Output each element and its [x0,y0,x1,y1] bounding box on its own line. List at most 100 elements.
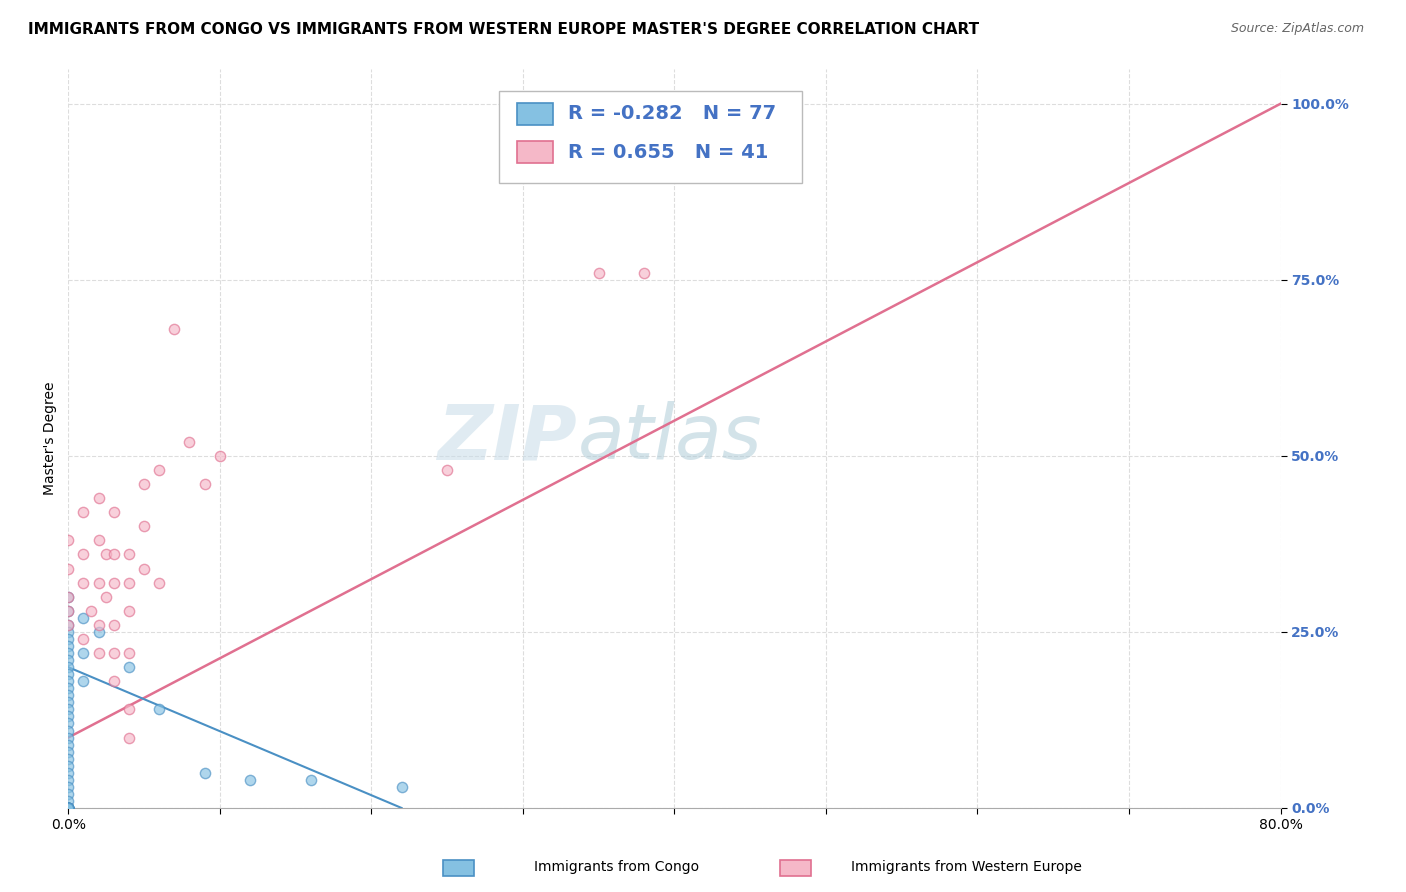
Point [58,801,80,815]
Point [58,590,80,604]
Point [58,709,80,723]
Point [58,618,80,632]
Point [58,639,80,653]
Point [299,772,322,787]
Point [58,533,80,548]
Point [58,758,80,772]
Point [58,604,80,618]
Point [58,618,80,632]
Point [58,674,80,689]
Point [58,801,80,815]
Point [87,533,110,548]
FancyBboxPatch shape [517,141,553,163]
Point [58,695,80,709]
Point [72,575,94,590]
Point [58,801,80,815]
Point [58,801,80,815]
Point [58,801,80,815]
Point [58,801,80,815]
Point [87,491,110,505]
Point [194,765,217,780]
Point [132,519,155,533]
Point [163,322,186,336]
Point [58,801,80,815]
Point [58,801,80,815]
Point [58,660,80,674]
Point [58,801,80,815]
Point [58,590,80,604]
Point [58,646,80,660]
Point [58,702,80,716]
Point [179,434,201,449]
Y-axis label: Master's Degree: Master's Degree [44,382,58,495]
Point [58,801,80,815]
Point [58,653,80,667]
Point [148,463,170,477]
Point [118,702,141,716]
Text: Immigrants from Congo: Immigrants from Congo [534,860,699,874]
Point [58,667,80,681]
Point [58,716,80,731]
Point [72,674,94,689]
Point [58,801,80,815]
Point [118,731,141,745]
Point [58,752,80,766]
Point [58,604,80,618]
Point [58,731,80,745]
Point [58,738,80,752]
Point [103,674,125,689]
Point [58,801,80,815]
FancyBboxPatch shape [499,91,801,183]
Point [58,801,80,815]
Point [58,794,80,808]
Point [103,548,125,562]
Point [103,618,125,632]
Point [118,604,141,618]
Point [58,801,80,815]
Text: Immigrants from Western Europe: Immigrants from Western Europe [851,860,1081,874]
Point [72,632,94,646]
Point [58,801,80,815]
Point [132,477,155,491]
Point [239,772,262,787]
Text: Source: ZipAtlas.com: Source: ZipAtlas.com [1230,22,1364,36]
Point [58,801,80,815]
Point [58,801,80,815]
Point [87,575,110,590]
Point [72,611,94,625]
Point [58,801,80,815]
Point [72,646,94,660]
Point [58,801,80,815]
Point [58,772,80,787]
Text: IMMIGRANTS FROM CONGO VS IMMIGRANTS FROM WESTERN EUROPE MASTER'S DEGREE CORRELAT: IMMIGRANTS FROM CONGO VS IMMIGRANTS FROM… [28,22,979,37]
Point [118,548,141,562]
Point [58,801,80,815]
Text: atlas: atlas [578,401,762,475]
Point [87,646,110,660]
Point [58,688,80,702]
Point [118,646,141,660]
Point [103,505,125,519]
Point [132,561,155,575]
Point [58,801,80,815]
Point [87,624,110,639]
Point [58,801,80,815]
Point [58,801,80,815]
Point [58,745,80,759]
Point [58,801,80,815]
Point [58,723,80,738]
Point [58,801,80,815]
Point [588,266,610,280]
Point [148,702,170,716]
Point [58,801,80,815]
Point [58,765,80,780]
Point [58,801,80,815]
Point [118,660,141,674]
Point [148,575,170,590]
Point [58,681,80,696]
Point [58,801,80,815]
Point [94,590,117,604]
Point [103,646,125,660]
Point [58,801,80,815]
Point [58,787,80,801]
